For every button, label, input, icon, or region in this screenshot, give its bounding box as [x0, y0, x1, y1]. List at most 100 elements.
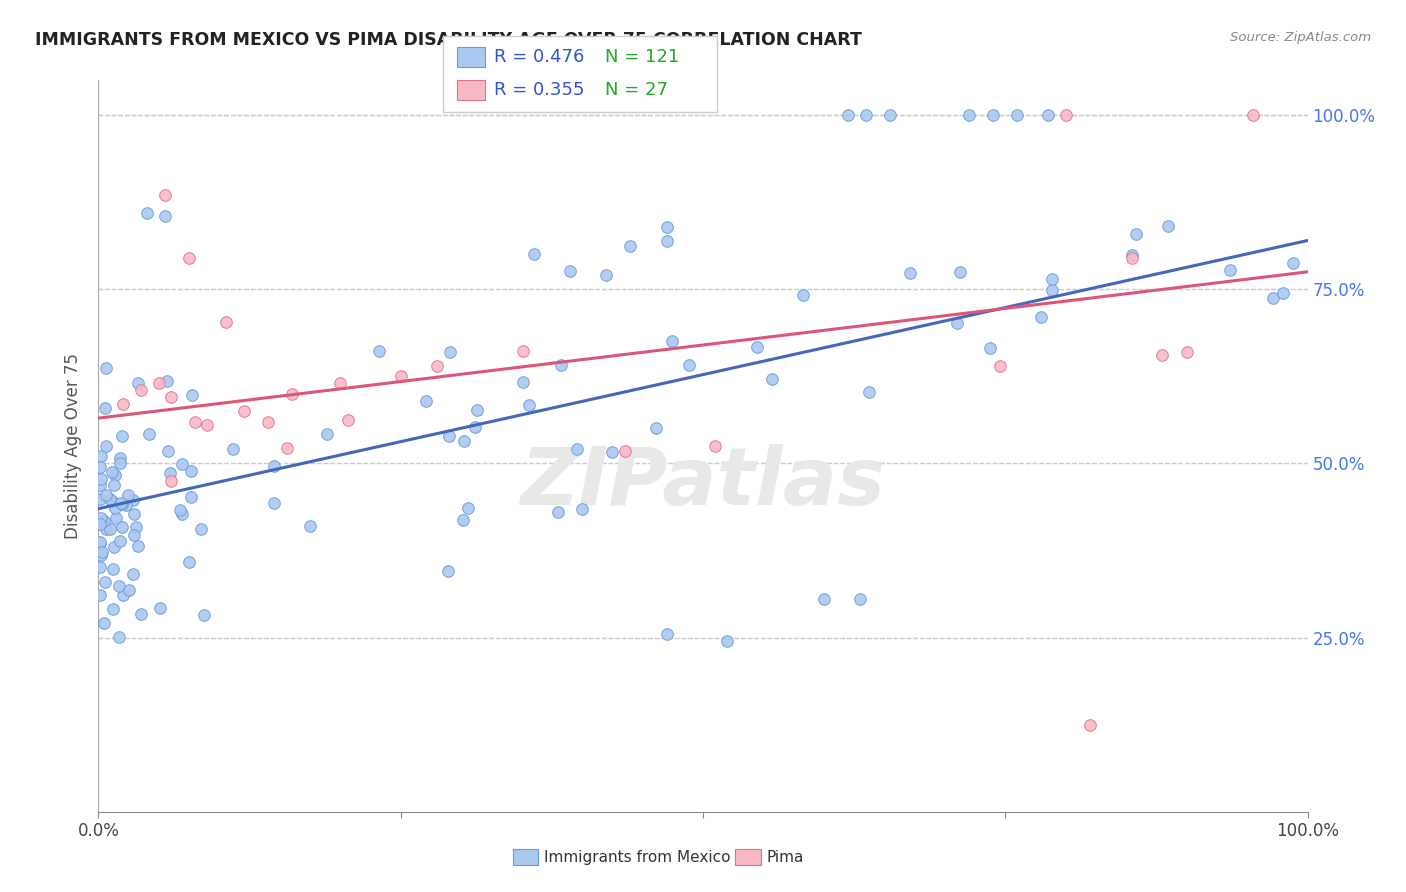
Point: [153, 209, 176, 223]
Point: [661, 334, 683, 348]
Text: Immigrants from Mexico: Immigrants from Mexico: [544, 850, 731, 864]
Point: [103, 540, 125, 554]
Point: [89, 492, 111, 507]
Point: [550, 358, 572, 372]
Point: [329, 376, 352, 391]
Point: [156, 443, 179, 458]
Point: [129, 384, 152, 398]
Point: [571, 501, 593, 516]
Point: [979, 341, 1001, 355]
Point: [108, 630, 131, 644]
Point: [981, 108, 1004, 122]
Point: [89, 478, 111, 492]
Point: [547, 505, 569, 519]
Point: [127, 539, 149, 553]
Text: N = 27: N = 27: [605, 81, 668, 99]
Point: [195, 418, 218, 433]
Point: [1036, 108, 1059, 122]
Point: [1031, 310, 1053, 325]
Point: [101, 562, 124, 576]
Point: [160, 474, 183, 488]
Point: [180, 490, 202, 504]
Point: [153, 188, 176, 202]
Point: [156, 374, 179, 388]
Point: [90, 472, 112, 486]
Point: [645, 421, 668, 435]
Point: [595, 268, 617, 283]
Point: [94, 575, 117, 590]
Point: [222, 442, 245, 456]
Point: [172, 457, 194, 471]
Point: [184, 415, 207, 429]
Point: [94, 401, 117, 416]
Point: [439, 428, 461, 442]
Point: [1121, 247, 1143, 261]
Point: [94, 360, 117, 375]
Y-axis label: Disability Age Over 75: Disability Age Over 75: [65, 353, 83, 539]
Point: [104, 501, 127, 516]
Point: [96, 488, 118, 502]
Point: [464, 420, 486, 434]
Point: [276, 442, 298, 456]
Point: [1272, 285, 1295, 300]
Point: [93, 515, 115, 529]
Point: [135, 205, 157, 219]
Point: [1040, 283, 1063, 297]
Point: [177, 555, 200, 569]
Point: [655, 627, 678, 641]
Point: [93, 615, 115, 630]
Point: [1219, 263, 1241, 277]
Point: [837, 108, 859, 122]
Point: [1125, 227, 1147, 241]
Text: N = 121: N = 121: [605, 47, 679, 66]
Point: [946, 316, 969, 330]
Point: [98, 522, 121, 536]
Point: [600, 444, 623, 458]
Point: [523, 247, 546, 261]
Point: [858, 385, 880, 400]
Point: [1007, 108, 1029, 122]
Point: [122, 528, 145, 542]
Point: [110, 497, 132, 511]
Text: R = 0.355: R = 0.355: [494, 81, 583, 99]
Point: [298, 518, 321, 533]
Point: [451, 513, 474, 527]
Point: [124, 520, 146, 534]
Point: [619, 239, 641, 253]
Point: [439, 345, 461, 359]
Point: [367, 344, 389, 359]
Text: R = 0.476: R = 0.476: [494, 47, 583, 66]
Point: [90, 449, 112, 463]
Text: Pima: Pima: [766, 850, 804, 864]
Point: [114, 498, 136, 512]
Point: [149, 601, 172, 615]
Point: [457, 501, 479, 516]
Point: [1282, 256, 1305, 270]
Point: [127, 376, 149, 391]
Point: [190, 522, 212, 536]
Point: [437, 565, 460, 579]
Point: [122, 507, 145, 521]
Point: [263, 458, 285, 473]
Point: [1054, 108, 1077, 122]
Point: [90, 548, 112, 562]
Point: [89, 560, 111, 574]
Point: [567, 442, 589, 456]
Text: Source: ZipAtlas.com: Source: ZipAtlas.com: [1230, 31, 1371, 45]
Point: [761, 372, 783, 386]
Point: [117, 488, 139, 502]
Point: [122, 492, 145, 507]
Point: [148, 376, 170, 391]
Point: [415, 393, 437, 408]
Point: [990, 359, 1012, 373]
Point: [849, 592, 872, 607]
Point: [101, 494, 124, 508]
Point: [89, 535, 111, 549]
Point: [1157, 219, 1180, 233]
Point: [745, 340, 768, 354]
Point: [91, 545, 114, 559]
Point: [1121, 251, 1143, 265]
Point: [90, 511, 112, 525]
Point: [169, 503, 191, 517]
Point: [704, 439, 727, 453]
